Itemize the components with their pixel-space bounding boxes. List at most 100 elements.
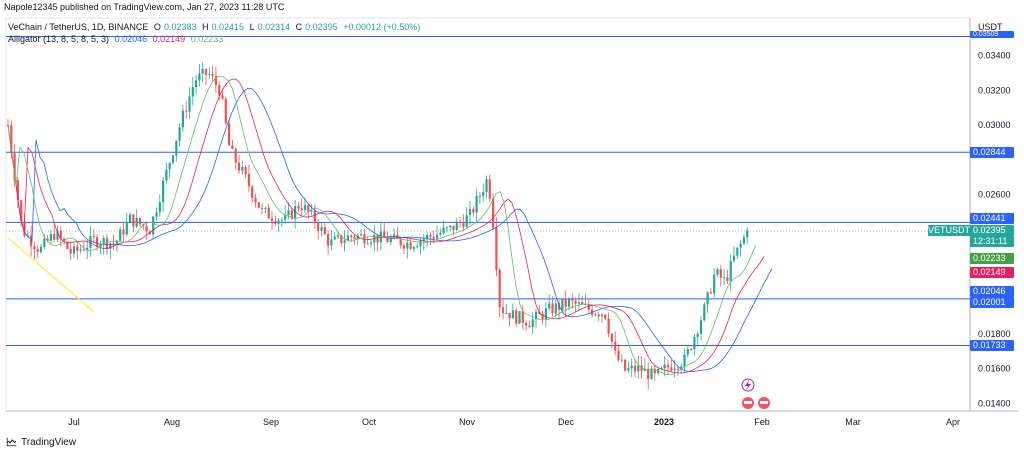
candle-body [343,240,346,244]
candle-body [660,368,663,370]
flag-stripe-icon [744,401,752,404]
candle-body [726,277,729,282]
candle-body [663,364,666,369]
candle-body [112,243,115,245]
candle-body [313,210,316,223]
time-label-9: Apr [946,417,960,427]
candle-body [600,314,604,317]
open-value: 0.02383 [163,22,197,32]
indicator-legend[interactable]: Alligator (13, 8, 5, 8, 5, 3) 0.02046 0.… [8,34,226,45]
candle-body [138,217,142,225]
candle-body [188,96,191,112]
high-label: H [202,22,209,32]
candle-body [76,246,79,251]
candle-body [528,325,531,328]
candle-body [46,238,49,241]
price-tick-6: 0.01400 [978,399,1011,409]
candle-body [323,227,326,235]
candle-body [521,311,524,324]
candle-body [241,166,244,171]
level-tag-3: 0.02001 [970,297,1014,308]
time-label-8: Mar [845,417,861,427]
candle-body [105,238,109,249]
candle-body [16,180,19,201]
candle-body [465,215,468,227]
teeth-value: 0.02149 [152,34,186,44]
candle-body [39,246,43,253]
event-icons[interactable] [741,378,770,409]
candle-body [693,336,696,350]
candle-body [409,242,412,249]
candle-body [66,242,69,249]
candle-body [713,274,716,294]
candle-body [637,365,640,372]
trend-line[interactable] [7,237,95,313]
current-price-tag: 0.02395 [970,225,1014,236]
candle-body [422,239,425,241]
candle-body [237,162,241,171]
countdown-tag: 12:31:11 [970,236,1014,247]
candle-body [327,234,330,246]
candle-body [706,292,709,305]
candle-body [485,179,488,193]
brand-text: TradingView [21,437,77,448]
candle-body [280,219,283,221]
publish-header: Napole12345 published on TradingView.com… [0,0,1024,14]
level-tag-2: 0.02441 [970,213,1014,224]
candle-body [624,359,627,371]
candle-body [548,303,551,309]
candle-body [129,214,132,223]
candle-body [439,232,442,235]
candle-body [686,349,689,355]
candle-body [614,341,617,351]
candle-body [709,292,712,294]
candle-body [594,314,597,316]
tradingview-footer[interactable]: 🗠 TradingView [6,436,76,450]
price-tick-3: 0.02600 [978,190,1011,200]
candle-body [435,234,439,239]
time-label-4: Nov [459,417,476,427]
chart-pane [5,17,971,412]
candle-body [135,217,138,227]
candle-body [204,68,208,75]
indicator-name: Alligator (13, 8, 5, 8, 5, 3) [8,34,110,44]
candle-body [703,304,706,321]
candle-body [181,110,184,128]
candle-body [426,235,429,240]
candle-body [723,277,726,279]
candle-body [508,312,511,319]
candle-body [264,207,267,209]
candle-body [719,269,722,278]
candle-body [402,245,406,249]
candle-body [468,209,472,216]
candle-body [610,333,613,342]
candle-body [297,205,300,209]
currency-label: USDT [978,22,1003,32]
candle-body [607,318,610,334]
candle-body [251,186,254,198]
candle-body [89,236,92,248]
candle-body [515,310,518,324]
candle-body [680,366,683,370]
candle-body [125,222,128,235]
candle-body [86,247,89,251]
lips-value: 0.02233 [190,34,224,44]
time-label-1: Aug [164,417,180,427]
candle-body [247,173,250,187]
candle-body [284,215,287,220]
candle-body [640,365,643,372]
candle-body [412,247,415,249]
candle-body [109,243,112,249]
candle-body [69,248,72,254]
horizontal-levels[interactable] [6,36,970,347]
candle-body [336,235,340,237]
publisher-text: Napole12345 published on TradingView.com… [4,2,285,12]
candle-body [303,205,307,211]
symbol-legend[interactable]: VeChain / TetherUS, 1D, BINANCE O 0.02383… [8,22,423,33]
change-value: +0.00012 (+0.50%) [343,22,421,32]
candle-body [56,230,59,240]
candle-body [432,236,435,239]
candle-body [630,365,633,369]
candle-body [732,255,736,261]
